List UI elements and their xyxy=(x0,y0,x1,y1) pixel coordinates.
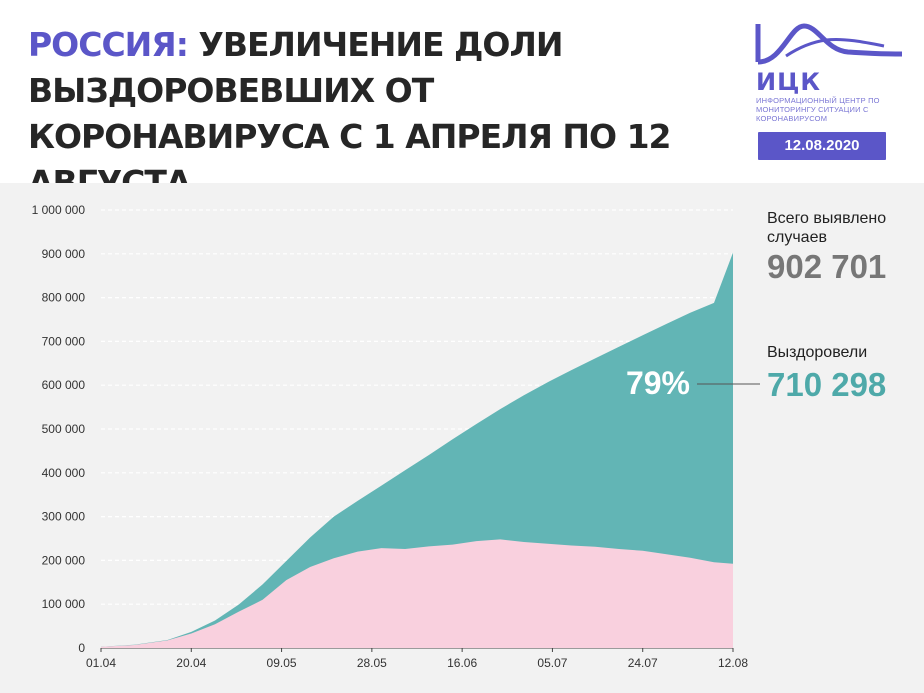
logo-name: ИЦК xyxy=(756,68,821,96)
logo: ИЦК Информационный центр по мониторингу … xyxy=(752,20,902,160)
x-tick-label: 16.06 xyxy=(447,656,477,670)
total-cases-label: Всего выявлено случаев xyxy=(767,210,887,246)
total-cases-value: 902 701 xyxy=(767,248,887,285)
recovered-share: 79% xyxy=(625,365,690,401)
y-tick-label: 900 000 xyxy=(42,247,86,261)
x-axis: 01.04 20.04 09.05 28.05 16.06 05.07 24.07 12.08 xyxy=(86,648,748,670)
x-tick-label: 28.05 xyxy=(357,656,387,670)
chart-areas xyxy=(101,252,733,648)
active-cases-area xyxy=(101,539,733,648)
x-tick-label: 12.08 xyxy=(718,656,748,670)
x-tick-label: 05.07 xyxy=(537,656,567,670)
x-tick-label: 20.04 xyxy=(176,656,206,670)
y-tick-label: 400 000 xyxy=(42,466,86,480)
y-tick-label: 700 000 xyxy=(42,334,86,348)
date-badge: 12.08.2020 xyxy=(758,132,886,160)
x-tick-label: 24.07 xyxy=(628,656,658,670)
y-tick-label: 600 000 xyxy=(42,378,86,392)
y-axis: 0 100 000 200 000 300 000 400 000 500 000 600 … xyxy=(32,203,86,655)
y-tick-label: 500 000 xyxy=(42,422,86,436)
recovered-value: 710 298 xyxy=(767,366,887,403)
title-accent: Россия: xyxy=(28,25,189,64)
logo-mark-icon xyxy=(755,23,902,65)
chart-panel: 0 100 000 200 000 300 000 400 000 500 000 600 … xyxy=(0,183,924,693)
y-tick-label: 200 000 xyxy=(42,553,86,567)
x-tick-label: 09.05 xyxy=(267,656,297,670)
y-tick-label: 800 000 xyxy=(42,291,86,305)
y-tick-label: 0 xyxy=(78,641,85,655)
y-tick-label: 100 000 xyxy=(42,597,86,611)
page-title: Россия: увеличение доли выздоровевших от… xyxy=(28,22,728,206)
recovered-label: Выздоровели xyxy=(767,344,868,361)
x-tick-label: 01.04 xyxy=(86,656,116,670)
y-tick-label: 1 000 000 xyxy=(32,203,86,217)
area-chart: 0 100 000 200 000 300 000 400 000 500 000 600 … xyxy=(32,203,760,670)
logo-subtitle: Информационный центр по мониторингу ситу… xyxy=(756,96,880,123)
y-tick-label: 300 000 xyxy=(42,510,86,524)
title-rest: увеличение доли выздоровевших от коронав… xyxy=(28,25,672,202)
